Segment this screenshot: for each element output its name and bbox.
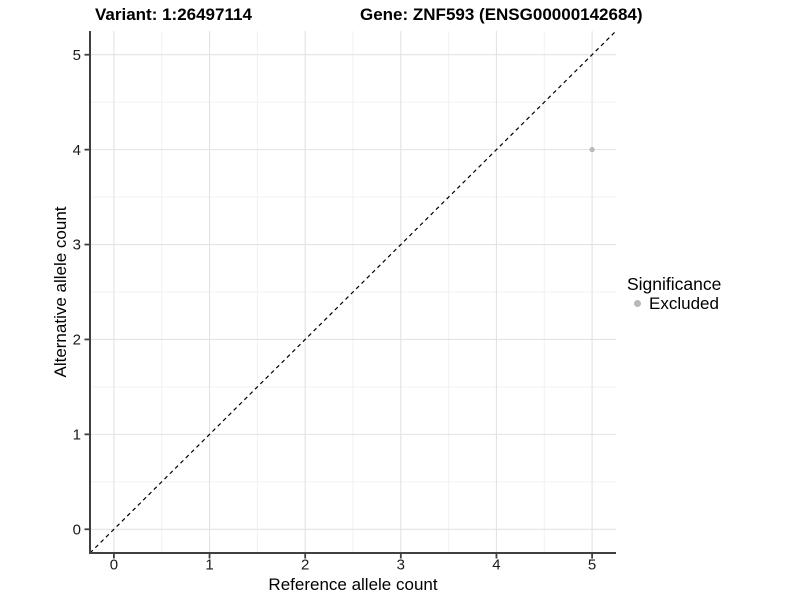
point-marker-icon	[634, 300, 641, 307]
x-tick-label: 3	[397, 557, 405, 574]
y-tick-label: 5	[73, 47, 81, 64]
x-tick-label: 5	[588, 557, 596, 574]
y-tick-label: 3	[73, 237, 81, 254]
y-tick-label: 2	[73, 332, 81, 349]
y-tick-label: 1	[73, 427, 81, 444]
x-tick-label: 2	[301, 557, 309, 574]
plot-title-gene: Gene: ZNF593 (ENSG00000142684)	[360, 5, 643, 24]
y-tick-label: 0	[73, 521, 81, 538]
identity-dashed-line	[89, 30, 617, 554]
x-tick-label: 0	[110, 557, 118, 574]
plot-title-variant: Variant: 1:26497114	[95, 5, 252, 24]
x-axis-title: Reference allele count	[268, 575, 438, 594]
y-tick-label: 4	[73, 142, 81, 159]
legend: Significance Excluded	[627, 274, 722, 314]
legend-entry-label: Excluded	[649, 294, 719, 313]
data-point	[589, 147, 595, 153]
legend-entry-excluded: Excluded	[627, 294, 721, 313]
x-tick-label: 1	[205, 557, 213, 574]
legend-title: Significance	[627, 274, 722, 294]
x-tick-label: 4	[492, 557, 500, 574]
y-axis-title: Alternative allele count	[51, 206, 70, 378]
